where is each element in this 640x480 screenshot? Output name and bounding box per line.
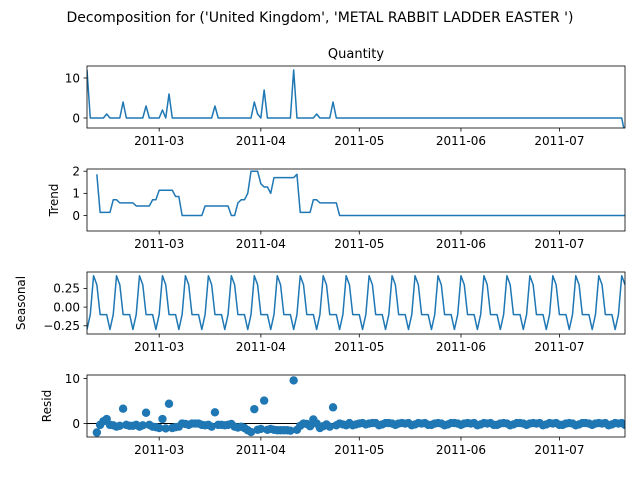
y-tick-label: 1 bbox=[72, 187, 80, 201]
scatter-point bbox=[246, 427, 256, 437]
scatter-point bbox=[250, 404, 259, 414]
scatter-point bbox=[118, 404, 128, 413]
x-tick-label: 2011-04 bbox=[236, 340, 286, 354]
panel-title: Quantity bbox=[328, 47, 384, 62]
x-tick-label: 2011-07 bbox=[534, 443, 584, 457]
x-tick-label: 2011-03 bbox=[134, 237, 184, 251]
x-tick-label: 2011-06 bbox=[436, 443, 486, 457]
y-axis-label: Resid bbox=[40, 390, 54, 422]
scatter-point bbox=[286, 426, 295, 435]
x-tick-label: 2011-06 bbox=[436, 340, 486, 354]
panel-seasonal: 2011-03 2011-04 2011-05 2011-06 2011-07 −0.25… bbox=[14, 271, 626, 354]
y-tick-label: −0.25 bbox=[43, 319, 80, 333]
x-tick-label: 2011-03 bbox=[134, 443, 184, 457]
x-tick-label: 2011-04 bbox=[236, 443, 286, 457]
scatter-point bbox=[631, 419, 639, 427]
y-tick-label: 10 bbox=[65, 71, 80, 85]
series-line-seasonal bbox=[87, 274, 625, 331]
x-tick-label: 2011-07 bbox=[534, 340, 584, 354]
scatter-points bbox=[92, 376, 640, 437]
scatter-point bbox=[154, 423, 164, 433]
x-tick-label: 2011-04 bbox=[236, 134, 286, 148]
scatter-point bbox=[627, 419, 635, 427]
scatter-point bbox=[305, 422, 315, 431]
axes-frame bbox=[86, 271, 626, 335]
scatter-point bbox=[115, 421, 125, 430]
axes-frame bbox=[86, 168, 626, 232]
y-tick-label: 0 bbox=[72, 417, 80, 431]
x-tick-label: 2011-05 bbox=[334, 340, 384, 354]
x-tick-label: 2011-05 bbox=[334, 237, 384, 251]
scatter-point bbox=[138, 421, 147, 430]
figure-suptitle: Decomposition for ('United Kingdom', 'ME… bbox=[67, 10, 574, 26]
x-tick-label: 2011-06 bbox=[436, 134, 486, 148]
scatter-point bbox=[634, 418, 640, 426]
x-tick-label: 2011-05 bbox=[334, 443, 384, 457]
scatter-point bbox=[207, 422, 216, 431]
y-tick-label: 0 bbox=[72, 111, 80, 125]
scatter-point bbox=[259, 396, 269, 405]
series-line-trend bbox=[96, 170, 625, 217]
y-tick-label: 0.00 bbox=[53, 300, 80, 314]
x-tick-label: 2011-05 bbox=[334, 134, 384, 148]
scatter-point bbox=[92, 428, 102, 437]
x-tick-label: 2011-04 bbox=[236, 237, 286, 251]
y-tick-label: 0 bbox=[72, 209, 80, 223]
scatter-point bbox=[289, 376, 298, 385]
scatter-point bbox=[256, 424, 266, 434]
x-tick-label: 2011-07 bbox=[534, 237, 584, 251]
y-axis-label: Seasonal bbox=[14, 276, 28, 330]
scatter-point bbox=[325, 422, 334, 431]
x-tick-label: 2011-07 bbox=[534, 134, 584, 148]
axes-frame bbox=[86, 65, 626, 129]
scatter-point bbox=[164, 399, 174, 408]
panel-trend: 2011-03 2011-04 2011-05 2011-06 2011-07 0 1 2 Tr… bbox=[47, 165, 626, 251]
scatter-point bbox=[210, 408, 220, 417]
y-axis-label: Trend bbox=[47, 184, 61, 218]
scatter-point bbox=[141, 408, 151, 417]
panel-observed: 2011-03 2011-04 2011-05 2011-06 2011-07 0 10 Qu… bbox=[65, 47, 626, 148]
y-tick-label: 2 bbox=[72, 165, 80, 179]
axes-frame bbox=[86, 374, 626, 438]
scatter-point bbox=[620, 420, 625, 430]
y-tick-label: 10 bbox=[65, 372, 80, 386]
scatter-point bbox=[161, 424, 170, 433]
scatter-point bbox=[158, 414, 167, 424]
y-tick-label: 0.25 bbox=[53, 282, 80, 296]
x-tick-label: 2011-06 bbox=[436, 237, 486, 251]
series-line-observed bbox=[87, 69, 625, 128]
scatter-point bbox=[328, 403, 338, 412]
panels-group: 2011-03 2011-04 2011-05 2011-06 2011-07010Qu… bbox=[14, 47, 640, 457]
panel-residual: 2011-03 2011-04 2011-05 2011-06 2011-07 0 10 Re… bbox=[40, 372, 640, 457]
x-tick-label: 2011-03 bbox=[134, 340, 184, 354]
x-tick-label: 2011-03 bbox=[134, 134, 184, 148]
